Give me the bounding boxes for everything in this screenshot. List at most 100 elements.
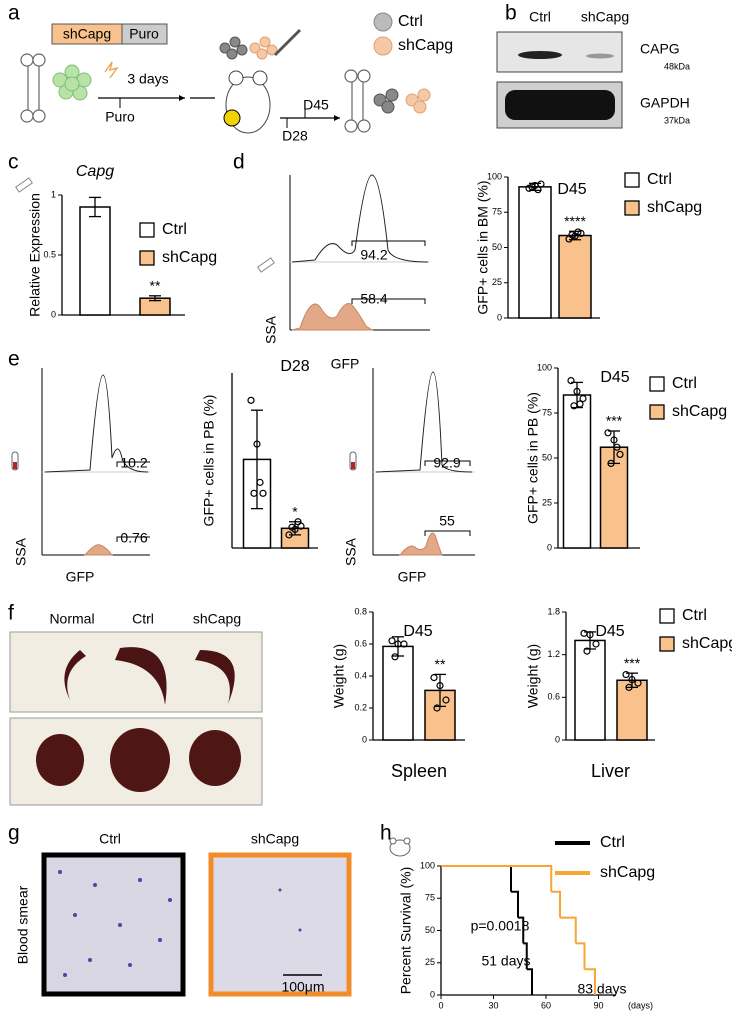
radiation-icon — [223, 109, 241, 127]
stained-cells — [168, 898, 172, 902]
legend-label: Ctrl — [682, 607, 707, 624]
syringe-icon — [273, 28, 302, 57]
data-point — [604, 429, 612, 437]
bone-icon — [20, 109, 34, 123]
annotation: 83 days — [577, 981, 626, 997]
bone-icon — [27, 59, 40, 116]
y-tick-label: 0 — [430, 989, 435, 999]
data-point — [442, 696, 450, 704]
legend-symbol — [373, 12, 393, 32]
size-label: 37kDa — [664, 115, 690, 125]
survival-step — [441, 865, 512, 892]
significance: *** — [624, 655, 641, 671]
legend-label: Ctrl — [647, 171, 672, 188]
construct-box — [121, 23, 168, 45]
bone-icon — [344, 119, 358, 133]
histogram — [83, 544, 114, 556]
chart-title: D45 — [557, 181, 586, 198]
row-label: Blood smear — [15, 885, 31, 964]
cell-cluster — [236, 44, 248, 56]
stained-cells — [138, 878, 142, 882]
arrow-head — [334, 115, 340, 121]
cell-cluster — [229, 36, 241, 48]
flow-plot: 92.9 55 SSA GFP — [343, 368, 475, 585]
y-tick-label: 1.8 — [547, 606, 560, 616]
y-tick-label: 1.2 — [547, 649, 560, 659]
panel-label: f — [8, 602, 14, 625]
gate — [424, 460, 471, 466]
x-tick-label: 0 — [438, 1000, 443, 1010]
blot-band — [518, 51, 562, 59]
cell-cluster — [64, 76, 80, 92]
gate-value: 55 — [439, 513, 455, 529]
y-tick-label: 0.8 — [354, 606, 367, 616]
y-tick-label: 100 — [537, 362, 552, 372]
bar — [558, 234, 592, 319]
bone-icon — [20, 53, 46, 123]
legend-symbol — [373, 36, 393, 56]
y-tick-label: 0.4 — [354, 670, 367, 680]
timepoint: D28 — [282, 128, 308, 144]
panel-labels: a b c d e f g h — [8, 2, 517, 845]
bone-icon — [257, 257, 275, 273]
liver — [189, 730, 241, 786]
bar — [79, 206, 111, 316]
legend-label: shCapg — [682, 635, 732, 652]
lightning-icon — [104, 61, 119, 79]
y-tick-label: 0 — [362, 734, 367, 744]
survival-step — [518, 916, 525, 944]
protein-label: GAPDH — [640, 95, 690, 111]
schematic: shCapg Puro 3 days Puro D45 D28 — [20, 12, 453, 144]
liver — [36, 734, 84, 786]
cell-cluster — [249, 36, 278, 60]
cell-cluster — [259, 36, 271, 48]
axis-label: SSA — [343, 537, 359, 566]
x-tick-label: 30 — [488, 1000, 498, 1010]
axis-label: GFP — [398, 569, 427, 585]
legend-label: shCapg — [398, 37, 453, 54]
data-point — [285, 531, 293, 539]
y-tick-label: 50 — [425, 925, 435, 935]
blot-strip — [496, 31, 623, 73]
axis-label: GFP — [331, 356, 360, 372]
gate — [351, 298, 426, 304]
stained-cells — [58, 870, 302, 977]
panel-label: b — [505, 2, 517, 25]
y-tick-label: 0.2 — [354, 702, 367, 712]
gate — [116, 461, 150, 467]
data-point — [250, 489, 258, 497]
data-point — [259, 489, 267, 497]
legend-label: Ctrl — [162, 221, 187, 238]
cell-cluster — [219, 42, 231, 54]
data-point — [610, 436, 618, 444]
gate-value: 58.4 — [360, 291, 387, 307]
legend-swatch — [624, 172, 640, 188]
construct-label: shCapg — [63, 26, 111, 42]
legend-label: Ctrl — [398, 13, 423, 30]
bone-icon — [357, 69, 371, 83]
legend-swatch — [139, 222, 155, 238]
group-label: shCapg — [251, 831, 299, 847]
data-point — [436, 681, 444, 690]
western-blot: Ctrl shCapg CAPG 48kDa GAPDH 37kDa — [496, 9, 690, 129]
flow-plot: 94.2 58.4 SSA GFP — [257, 174, 430, 372]
mouse-icon — [252, 70, 268, 86]
mouse-icon — [389, 837, 397, 845]
panel-label: c — [8, 151, 19, 174]
cell-cluster — [226, 48, 238, 60]
stained-cells — [158, 938, 162, 942]
bar — [574, 639, 606, 741]
stained-cells — [63, 973, 67, 977]
selection: Puro — [105, 109, 135, 125]
survival-step — [526, 968, 533, 995]
legend-label: shCapg — [600, 864, 655, 881]
bar — [562, 394, 592, 549]
organ-photos: Normal Ctrl shCapg — [9, 611, 263, 806]
data-point — [247, 396, 255, 404]
histogram — [375, 371, 473, 473]
y-axis-label: Weight (g) — [331, 644, 347, 708]
bone-icon — [257, 257, 275, 273]
gate — [351, 240, 426, 246]
scale-label: 100μm — [281, 979, 324, 995]
gate-value: 94.2 — [360, 247, 387, 263]
